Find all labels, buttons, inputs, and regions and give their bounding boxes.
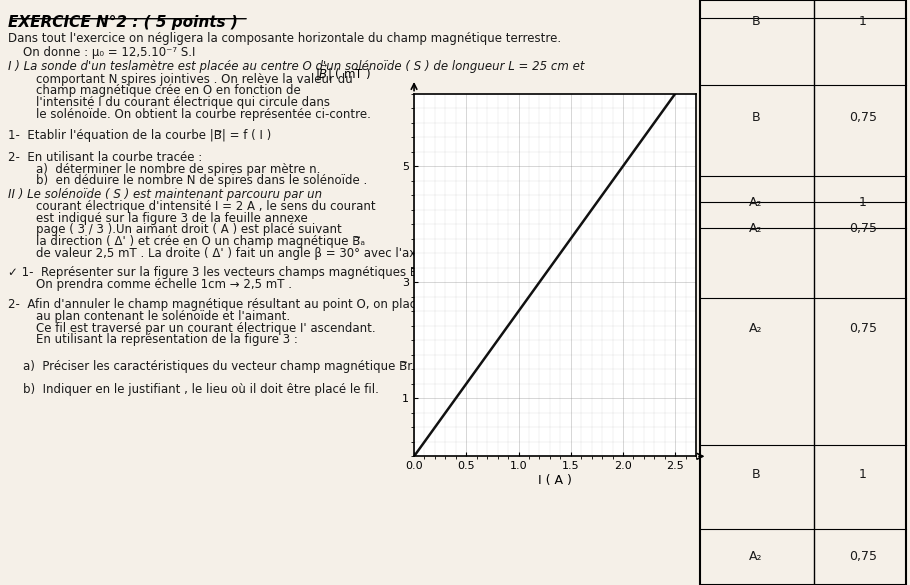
Text: A₂: A₂ (749, 322, 763, 335)
Text: b)  en déduire le nombre N de spires dans le solénoïde .: b) en déduire le nombre N de spires dans… (36, 174, 368, 187)
Text: 2-  En utilisant la courbe tracée :: 2- En utilisant la courbe tracée : (8, 151, 202, 164)
Text: 0,75: 0,75 (849, 222, 877, 235)
Text: 1: 1 (859, 468, 867, 481)
Text: 0,75: 0,75 (849, 111, 877, 124)
Text: le solénoïde. On obtient la courbe représentée ci-contre.: le solénoïde. On obtient la courbe repré… (36, 108, 371, 121)
Text: la direction ( Δ' ) et crée en O un champ magnétique B⃗ₐ: la direction ( Δ' ) et crée en O un cham… (36, 235, 365, 248)
Text: EXERCICE N°2 : ( 5 points ): EXERCICE N°2 : ( 5 points ) (8, 15, 238, 30)
Text: 1: 1 (859, 15, 867, 27)
Text: courant électrique d'intensité I = 2 A , le sens du courant: courant électrique d'intensité I = 2 A ,… (36, 200, 376, 213)
Text: B: B (752, 468, 761, 481)
Text: page ( 3 / 3 ).Un aimant droit ( A ) est placé suivant: page ( 3 / 3 ).Un aimant droit ( A ) est… (36, 223, 342, 236)
Text: $|\vec{B}|$ ( mT ): $|\vec{B}|$ ( mT ) (316, 64, 371, 82)
Text: A₂: A₂ (749, 196, 763, 209)
Text: I ) La sonde d'un teslamètre est placée au centre O d'un solénoïde ( S ) de long: I ) La sonde d'un teslamètre est placée … (8, 60, 584, 73)
Text: 0,75: 0,75 (849, 550, 877, 563)
Text: On prendra comme échelle 1cm → 2,5 mT .: On prendra comme échelle 1cm → 2,5 mT . (36, 278, 292, 291)
Text: B: B (752, 15, 761, 27)
Text: Dans tout l'exercice on négligera la composante horizontale du champ magnétique : Dans tout l'exercice on négligera la com… (8, 32, 561, 45)
Text: de valeur 2,5 mT . La droite ( Δ' ) fait un angle β = 30° avec l'axe ( x'x ).: de valeur 2,5 mT . La droite ( Δ' ) fait… (36, 247, 465, 260)
Text: En utilisant la représentation de la figure 3 :: En utilisant la représentation de la fig… (36, 333, 298, 346)
Text: comportant N spires jointives . On relève la valeur du: comportant N spires jointives . On relèv… (36, 73, 353, 85)
Text: a)  déterminer le nombre de spires par mètre n.: a) déterminer le nombre de spires par mè… (36, 163, 320, 176)
Text: A₂: A₂ (749, 550, 763, 563)
Text: B: B (752, 111, 761, 124)
Text: 1-  Etablir l'équation de la courbe |B⃗| = f ( I ): 1- Etablir l'équation de la courbe |B⃗| … (8, 129, 271, 142)
Text: ✓ 1-  Représenter sur la figure 3 les vecteurs champs magnétiques B⃗ₐ, B⃗s et B⃗: ✓ 1- Représenter sur la figure 3 les vec… (8, 266, 560, 279)
Text: champ magnétique crée en O en fonction de: champ magnétique crée en O en fonction d… (36, 84, 301, 97)
X-axis label: I ( A ): I ( A ) (538, 474, 572, 487)
Text: 1: 1 (859, 196, 867, 209)
Text: II ) Le solénoïde ( S ) est maintenant parcouru par un: II ) Le solénoïde ( S ) est maintenant p… (8, 188, 322, 201)
Text: a)  Préciser les caractéristiques du vecteur champ magnétique B⃗r crée par le fi: a) Préciser les caractéristiques du vect… (8, 360, 562, 373)
Text: On donne : μ₀ = 12,5.10⁻⁷ S.I: On donne : μ₀ = 12,5.10⁻⁷ S.I (23, 46, 196, 59)
Text: Ce fil est traversé par un courant électrique I' ascendant.: Ce fil est traversé par un courant élect… (36, 322, 376, 335)
Text: est indiqué sur la figure 3 de la feuille annexe: est indiqué sur la figure 3 de la feuill… (36, 212, 308, 225)
Text: A₂: A₂ (749, 222, 763, 235)
Text: b)  Indiquer en le justifiant , le lieu où il doit être placé le fil.: b) Indiquer en le justifiant , le lieu o… (8, 383, 379, 396)
Text: au plan contenant le solénoïde et l'aimant.: au plan contenant le solénoïde et l'aima… (36, 310, 290, 323)
Text: 0,75: 0,75 (849, 322, 877, 335)
Text: 2-  Afin d'annuler le champ magnétique résultant au point O, on place un fil ver: 2- Afin d'annuler le champ magnétique ré… (8, 298, 602, 311)
Text: l'intensité I du courant électrique qui circule dans: l'intensité I du courant électrique qui … (36, 96, 330, 109)
